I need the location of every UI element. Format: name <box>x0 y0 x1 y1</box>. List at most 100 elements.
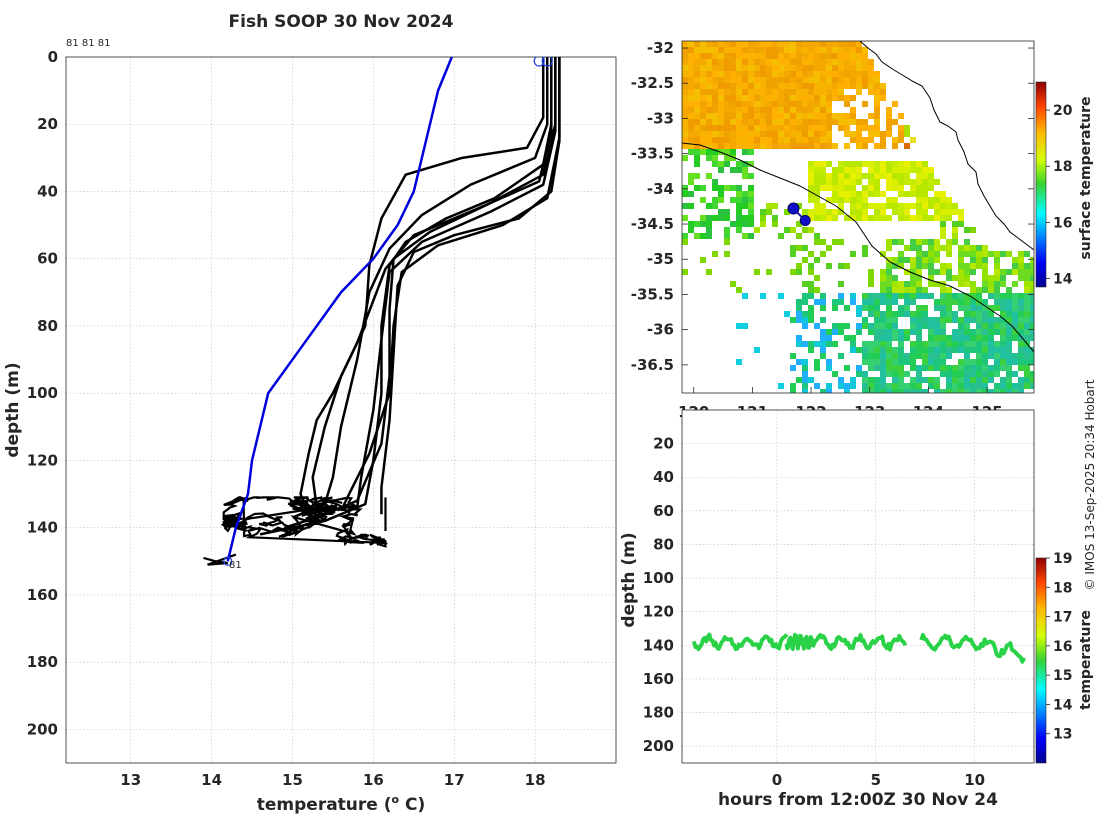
sst-pixel <box>928 329 934 335</box>
sst-pixel <box>742 65 748 71</box>
sst-pixel <box>718 143 724 149</box>
sst-pixel <box>886 281 892 287</box>
sst-pixel <box>1000 377 1006 383</box>
sst-pixel <box>916 353 922 359</box>
sst-pixel <box>730 77 736 83</box>
sst-pixel <box>778 71 784 77</box>
sst-pixel <box>826 107 832 113</box>
sst-pixel <box>820 203 826 209</box>
sst-pixel <box>904 179 910 185</box>
sst-pixel <box>970 341 976 347</box>
sst-pixel <box>700 89 706 95</box>
sst-pixel <box>778 125 784 131</box>
sst-pixel <box>874 161 880 167</box>
sst-pixel <box>1030 269 1034 275</box>
sst-pixel <box>856 47 862 53</box>
sst-pixel <box>892 335 898 341</box>
sst-pixel <box>808 41 814 47</box>
sst-pixel <box>814 233 820 239</box>
sst-pixel <box>760 53 766 59</box>
sst-pixel <box>688 173 694 179</box>
sst-pixel <box>970 257 976 263</box>
sst-pixel <box>970 371 976 377</box>
sst-pixel <box>838 299 844 305</box>
sst-pixel <box>958 365 964 371</box>
sst-pixel <box>754 125 760 131</box>
sst-pixel <box>868 89 874 95</box>
sst-pixel <box>814 65 820 71</box>
sst-pixel <box>1030 317 1034 323</box>
sst-pixel <box>796 41 802 47</box>
sst-pixel <box>802 89 808 95</box>
sst-pixel <box>880 173 886 179</box>
sst-pixel <box>838 167 844 173</box>
sst-pixel <box>1012 257 1018 263</box>
sst-pixel <box>928 263 934 269</box>
sst-pixel <box>886 113 892 119</box>
sst-pixel <box>790 245 796 251</box>
sst-pixel <box>946 245 952 251</box>
sst-pixel <box>922 257 928 263</box>
sst-pixel <box>820 131 826 137</box>
sst-pixel <box>748 143 754 149</box>
sst-pixel <box>970 305 976 311</box>
sst-pixel <box>712 59 718 65</box>
sst-pixel <box>910 263 916 269</box>
sst-pixel <box>682 107 688 113</box>
sst-pixel <box>784 95 790 101</box>
sst-pixel <box>1018 383 1024 389</box>
sst-pixel <box>802 125 808 131</box>
sst-pixel <box>760 131 766 137</box>
sst-pixel <box>886 269 892 275</box>
sst-pixel <box>694 53 700 59</box>
sst-pixel <box>862 323 868 329</box>
sst-pixel <box>694 131 700 137</box>
sst-pixel <box>994 347 1000 353</box>
sst-pixel <box>856 371 862 377</box>
sst-pixel <box>742 323 748 329</box>
sst-pixel <box>808 347 814 353</box>
sst-pixel <box>706 65 712 71</box>
sst-pixel <box>808 287 814 293</box>
sst-pixel <box>946 239 952 245</box>
sst-pixel <box>766 65 772 71</box>
sst-pixel <box>934 209 940 215</box>
sst-pixel <box>964 281 970 287</box>
sst-pixel <box>868 383 874 389</box>
sst-pixel <box>694 161 700 167</box>
sst-pixel <box>844 47 850 53</box>
sst-pixel <box>976 383 982 389</box>
sst-pixel <box>838 329 844 335</box>
sst-pixel <box>832 89 838 95</box>
sst-pixel <box>880 299 886 305</box>
sst-pixel <box>916 341 922 347</box>
sst-pixel <box>826 125 832 131</box>
sst-pixel <box>760 89 766 95</box>
sst-pixel <box>1000 389 1006 393</box>
sst-pixel <box>1018 377 1024 383</box>
sst-pixel <box>1030 281 1034 287</box>
sst-pixel <box>856 215 862 221</box>
sst-pixel <box>688 59 694 65</box>
profile-x-tick-label: 18 <box>525 771 546 789</box>
sst-pixel <box>772 71 778 77</box>
sst-pixel <box>790 47 796 53</box>
profile-x-tick-label: 15 <box>282 771 303 789</box>
sst-pixel <box>844 365 850 371</box>
sst-pixel <box>778 65 784 71</box>
sst-pixel <box>688 107 694 113</box>
sst-pixel <box>988 275 994 281</box>
sst-pixel <box>910 359 916 365</box>
sst-pixel <box>736 95 742 101</box>
sst-pixel <box>904 131 910 137</box>
sst-pixel <box>754 101 760 107</box>
sst-pixel <box>934 305 940 311</box>
sst-pixel <box>922 323 928 329</box>
sst-pixel <box>838 377 844 383</box>
sst-pixel <box>988 281 994 287</box>
sst-pixel <box>694 143 700 149</box>
credit-text: © IMOS 13-Sep-2025 20:34 Hobart <box>1083 379 1097 590</box>
climatology-line <box>226 57 453 562</box>
sst-pixel <box>814 101 820 107</box>
sst-pixel <box>916 347 922 353</box>
